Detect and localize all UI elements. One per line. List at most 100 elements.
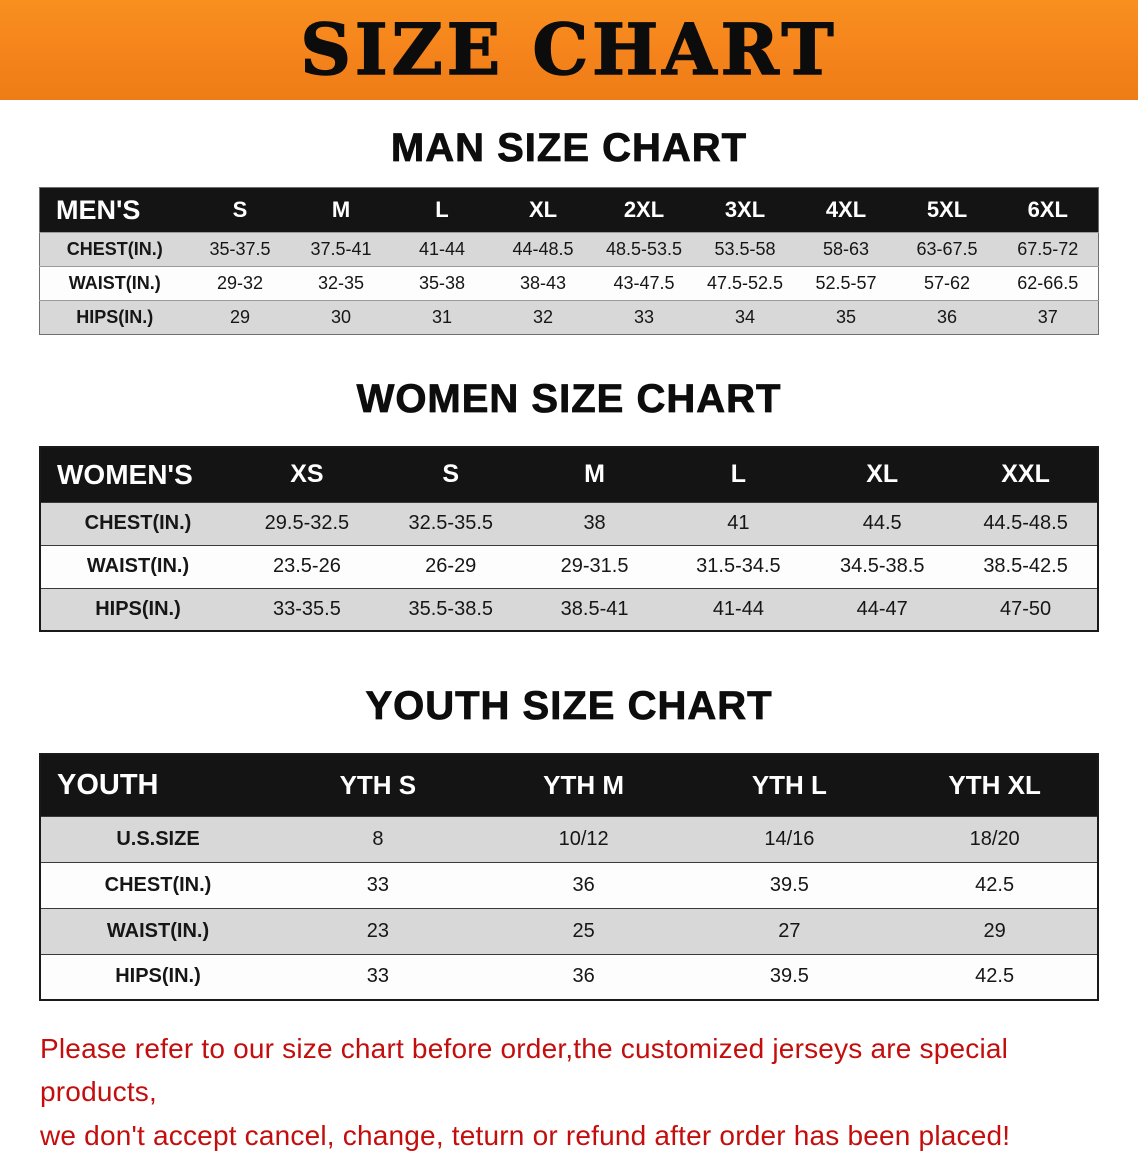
value-cell: 31 — [391, 300, 493, 335]
value-cell: 41 — [666, 501, 811, 545]
men-size-table: MEN'S S M L XL 2XL 3XL 4XL 5XL 6XL CHEST(IN.) 35-37… — [39, 187, 1099, 335]
value-cell: 35-38 — [391, 266, 493, 301]
size-header-cell: 5XL — [896, 187, 998, 233]
value-cell: 23.5-26 — [235, 544, 379, 588]
table-row: WAIST(IN.) 23.5-26 26-29 29-31.5 31.5-34.5 34… — [40, 544, 1098, 588]
value-cell: 39.5 — [686, 861, 893, 908]
value-cell: 8 — [275, 815, 481, 862]
value-cell: 44-47 — [810, 587, 955, 631]
size-header-cell: L — [391, 187, 493, 233]
value-cell: 38.5-41 — [522, 587, 667, 631]
youth-section: YOUTH SIZE CHART YOUTH YTH S YTH M YTH L YTH… — [0, 684, 1138, 1001]
value-cell: 44.5-48.5 — [954, 501, 1098, 545]
table-row: CHEST(IN.) 35-37.5 37.5-41 41-44 44-48.5 48.5… — [39, 232, 1099, 267]
value-cell: 52.5-57 — [795, 266, 897, 301]
value-cell: 34 — [694, 300, 796, 335]
value-cell: 38 — [522, 501, 667, 545]
value-cell: 36 — [480, 953, 687, 1000]
size-header-cell: S — [378, 447, 523, 502]
value-cell: 41-44 — [391, 232, 493, 267]
size-header-cell: S — [189, 187, 291, 233]
value-cell: 35-37.5 — [189, 232, 291, 267]
value-cell: 32-35 — [290, 266, 392, 301]
value-cell: 48.5-53.5 — [593, 232, 695, 267]
value-cell: 38.5-42.5 — [954, 544, 1098, 588]
size-header-cell: XL — [492, 187, 594, 233]
value-cell: 29.5-32.5 — [235, 501, 379, 545]
row-label-cell: WAIST(IN.) — [40, 544, 235, 588]
disclaimer-line-2: we don't accept cancel, change, teturn o… — [40, 1119, 1011, 1151]
value-cell: 53.5-58 — [694, 232, 796, 267]
banner: SIZE CHART — [0, 0, 1138, 100]
women-section-heading: WOMEN SIZE CHART — [356, 377, 782, 422]
table-row: WAIST(IN.) 23 25 27 29 — [40, 907, 1098, 954]
value-cell: 43-47.5 — [593, 266, 695, 301]
value-cell: 38-43 — [492, 266, 594, 301]
row-label-cell: HIPS(IN.) — [40, 953, 275, 1000]
value-cell: 30 — [290, 300, 392, 335]
value-cell: 27 — [686, 907, 893, 954]
value-cell: 10/12 — [480, 815, 687, 862]
value-cell: 14/16 — [686, 815, 893, 862]
value-cell: 47-50 — [954, 587, 1098, 631]
table-row: HIPS(IN.) 33 36 39.5 42.5 — [40, 953, 1098, 1000]
size-header-cell: XL — [810, 447, 955, 502]
value-cell: 29-32 — [189, 266, 291, 301]
value-cell: 67.5-72 — [997, 232, 1099, 267]
header-row: YOUTH YTH S YTH M YTH L YTH XL — [40, 754, 1098, 816]
value-cell: 37.5-41 — [290, 232, 392, 267]
women-size-table: WOMEN'S XS S M L XL XXL CHEST(IN.) 29.5-32.5 32.5… — [39, 446, 1099, 632]
disclaimer: Please refer to our size chart before or… — [0, 1027, 1138, 1157]
row-label-cell: HIPS(IN.) — [40, 587, 235, 631]
value-cell: 29 — [189, 300, 291, 335]
value-cell: 32.5-35.5 — [378, 501, 523, 545]
size-header-cell: XS — [235, 447, 379, 502]
value-cell: 33-35.5 — [235, 587, 379, 631]
women-section: WOMEN SIZE CHART WOMEN'S XS S M L XL XXL CHEST(… — [0, 377, 1138, 632]
value-cell: 23 — [275, 907, 481, 954]
youth-section-heading: YOUTH SIZE CHART — [365, 684, 773, 729]
row-label-cell: CHEST(IN.) — [40, 861, 275, 908]
value-cell: 35.5-38.5 — [378, 587, 523, 631]
table-row: WAIST(IN.) 29-32 32-35 35-38 38-43 43-47.5 47.… — [39, 266, 1099, 301]
row-label-cell: HIPS(IN.) — [39, 300, 190, 335]
value-cell: 63-67.5 — [896, 232, 998, 267]
table-row: HIPS(IN.) 33-35.5 35.5-38.5 38.5-41 41-44 44-… — [40, 587, 1098, 631]
size-header-cell: 6XL — [997, 187, 1099, 233]
size-header-cell: YTH M — [480, 754, 687, 816]
size-header-cell: YTH S — [275, 754, 481, 816]
header-row: MEN'S S M L XL 2XL 3XL 4XL 5XL 6XL — [39, 187, 1099, 233]
size-header-cell: 4XL — [795, 187, 897, 233]
table-row: U.S.SIZE 8 10/12 14/16 18/20 — [40, 815, 1098, 862]
value-cell: 31.5-34.5 — [666, 544, 811, 588]
value-cell: 32 — [492, 300, 594, 335]
table-row: CHEST(IN.) 33 36 39.5 42.5 — [40, 861, 1098, 908]
men-section: MAN SIZE CHART MEN'S S M L XL 2XL 3XL 4XL 5XL 6XL… — [0, 126, 1138, 335]
value-cell: 62-66.5 — [997, 266, 1099, 301]
youth-size-table: YOUTH YTH S YTH M YTH L YTH XL U.S.SIZE 8 10/12… — [39, 753, 1099, 1001]
size-header-cell: 2XL — [593, 187, 695, 233]
value-cell: 47.5-52.5 — [694, 266, 796, 301]
page-title: SIZE CHART — [300, 8, 838, 91]
value-cell: 44-48.5 — [492, 232, 594, 267]
disclaimer-line-1: Please refer to our size chart before or… — [40, 1033, 1009, 1108]
value-cell: 29-31.5 — [522, 544, 667, 588]
value-cell: 36 — [896, 300, 998, 335]
value-cell: 33 — [275, 861, 481, 908]
value-cell: 35 — [795, 300, 897, 335]
size-header-cell: M — [290, 187, 392, 233]
value-cell: 39.5 — [686, 953, 893, 1000]
value-cell: 41-44 — [666, 587, 811, 631]
value-cell: 29 — [892, 907, 1098, 954]
value-cell: 42.5 — [892, 953, 1098, 1000]
size-header-cell: XXL — [954, 447, 1098, 502]
value-cell: 42.5 — [892, 861, 1098, 908]
value-cell: 18/20 — [892, 815, 1098, 862]
table-row: CHEST(IN.) 29.5-32.5 32.5-35.5 38 41 44.5 44.5… — [40, 501, 1098, 545]
header-row: WOMEN'S XS S M L XL XXL — [40, 447, 1098, 502]
value-cell: 33 — [593, 300, 695, 335]
table-title-cell: MEN'S — [39, 187, 190, 233]
size-header-cell: YTH XL — [892, 754, 1098, 816]
value-cell: 25 — [480, 907, 687, 954]
